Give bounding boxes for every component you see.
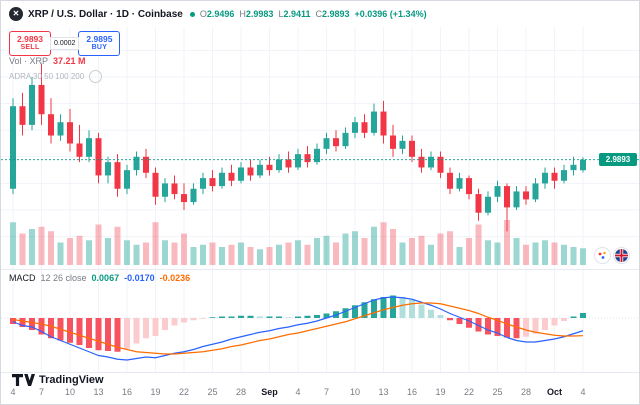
macd-pane[interactable] <box>1 270 640 372</box>
low-value: 2.9411 <box>283 9 311 19</box>
x-tick-label: 7 <box>38 387 45 397</box>
macd-signal-value: -0.0236 <box>159 273 191 283</box>
volume-legend-value: 37.21 M <box>53 56 86 66</box>
sell-price: 2.9893 <box>17 34 43 44</box>
emoji-bubble-icon[interactable] <box>594 247 611 264</box>
buy-button[interactable]: 2.9895 BUY <box>78 31 121 56</box>
high-value: 2.9983 <box>245 9 274 19</box>
x-tick-label: 25 <box>492 387 503 397</box>
tradingview-logo-text: TradingView <box>39 374 104 386</box>
x-tick-label: 22 <box>463 387 475 397</box>
close-value: 2.9893 <box>321 9 350 19</box>
open-label: O <box>199 9 207 19</box>
x-tick-label: Oct <box>546 387 563 397</box>
buy-label: BUY <box>91 44 108 52</box>
x-tick-label: 22 <box>178 387 190 397</box>
change-value: +0.0396 (+1.34%) <box>354 9 427 19</box>
macd-line-value: -0.0170 <box>124 273 155 283</box>
x-tick-label: 4 <box>580 387 586 397</box>
x-tick-label: 13 <box>93 387 104 397</box>
order-panel: 2.9893 SELL 0.0002 2.9895 BUY <box>9 31 121 56</box>
x-tick-label: 16 <box>406 387 418 397</box>
x-tick-label: 10 <box>64 387 76 397</box>
x-tick-label: 19 <box>435 387 446 397</box>
x-tick-label: 10 <box>349 387 361 397</box>
main-candlestick-pane[interactable] <box>1 27 640 269</box>
x-tick-label: 19 <box>150 387 161 397</box>
sell-label: SELL <box>20 44 40 52</box>
x-tick-label: 16 <box>121 387 133 397</box>
hidden-indicator-legend[interactable]: ADRA 30 50 100 200 <box>9 70 103 83</box>
uk-flag-icon[interactable] <box>613 247 630 264</box>
close-label: C <box>315 9 322 19</box>
volume-legend-label: Vol · XRP <box>9 56 49 66</box>
ohlc-readout: O2.9496 H2.9983 L2.9411 C2.9893 +0.0396 … <box>200 9 427 19</box>
symbol-title[interactable]: XRP / U.S. Dollar · 1D · Coinbase <box>28 8 183 20</box>
x-tick-label: 4 <box>10 387 16 397</box>
market-status-dot <box>189 11 195 17</box>
x-axis[interactable]: 4 7 10 13 16 19 22 25 28 Sep 4 7 10 13 16 19 22 25 28 Oct 4 <box>1 387 639 403</box>
hidden-indicator-text: ADRA 30 50 100 200 <box>9 72 85 81</box>
macd-name: MACD <box>9 273 36 283</box>
sell-button[interactable]: 2.9893 SELL <box>9 31 51 56</box>
spread-value: 0.0002 <box>50 36 80 50</box>
macd-params: 12 26 close <box>40 273 87 283</box>
xrp-logo-icon: ✕ <box>9 7 23 21</box>
x-tick-label: 25 <box>207 387 218 397</box>
x-tick-label: Sep <box>261 387 278 397</box>
x-tick-label: 28 <box>520 387 532 397</box>
axis-divider <box>1 372 639 373</box>
x-tick-label: 13 <box>378 387 389 397</box>
x-tick-label: 7 <box>323 387 330 397</box>
x-tick-label: 28 <box>235 387 247 397</box>
buy-price: 2.9895 <box>86 34 113 44</box>
current-price-badge: 2.9893 <box>599 153 637 167</box>
low-label: L <box>278 9 284 19</box>
macd-hist-value: 0.0067 <box>91 273 120 283</box>
macd-legend[interactable]: MACD 12 26 close 0.0067 -0.0170 -0.0236 <box>9 273 190 283</box>
open-value: 2.9496 <box>206 9 235 19</box>
indicator-collapsed-icon[interactable] <box>89 70 103 83</box>
tradingview-logo[interactable]: TradingView <box>9 374 107 386</box>
high-label: H <box>239 9 246 19</box>
tradingview-logo-icon <box>12 374 35 386</box>
x-tick-label: 4 <box>295 387 301 397</box>
pane-divider[interactable] <box>1 269 639 270</box>
volume-legend[interactable]: Vol · XRP 37.21 M <box>9 56 86 66</box>
